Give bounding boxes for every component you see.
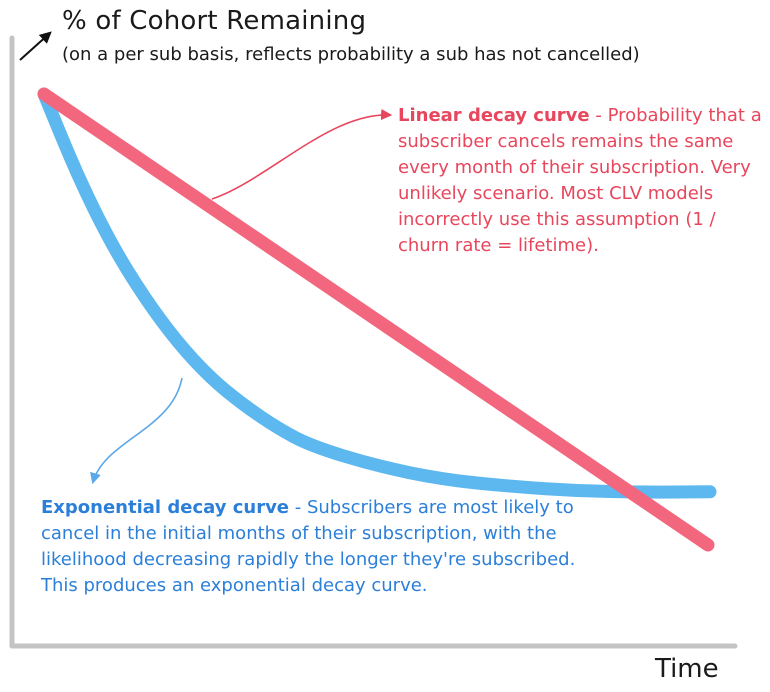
x-axis-label: Time: [655, 654, 719, 684]
exponential-annotation: Exponential decay curve - Subscribers ar…: [41, 495, 581, 599]
exponential-annotation-arrow-icon: [90, 377, 183, 485]
linear-annotation-heading: Linear decay curve: [398, 105, 590, 126]
linear-annotation-body: - Probability that a subscriber cancels …: [398, 105, 762, 256]
chart-subtitle: (on a per sub basis, reflects probabilit…: [62, 44, 640, 65]
exponential-decay-line: [37, 87, 717, 499]
linear-decay-line: [37, 87, 715, 552]
linear-annotation-arrow-icon: [211, 108, 393, 200]
linear-annotation: Linear decay curve - Probability that a …: [398, 103, 762, 259]
chart-title: % of Cohort Remaining: [62, 6, 367, 36]
exponential-annotation-body: - Subscribers are most likely to cancel …: [41, 497, 576, 596]
exponential-annotation-heading: Exponential decay curve: [41, 497, 290, 518]
title-arrow-icon: [19, 31, 52, 61]
